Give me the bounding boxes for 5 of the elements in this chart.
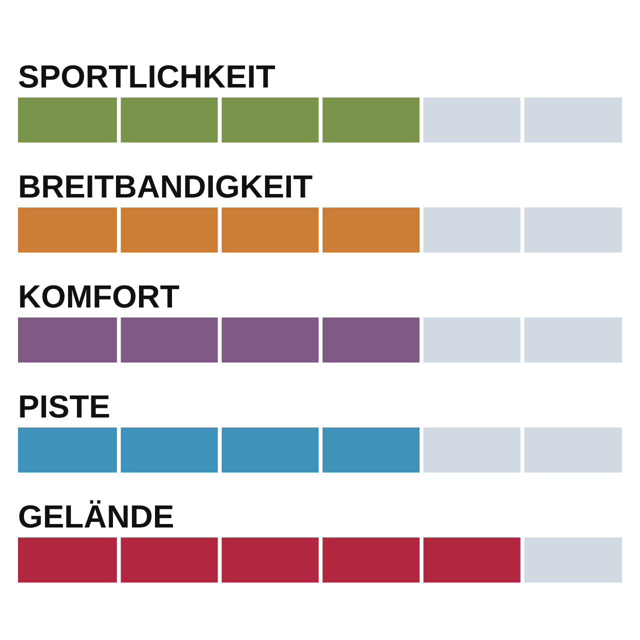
- y-tick-label: PISTE: [20, 395, 110, 418]
- y-tick-label: GELÄNDE: [19, 500, 173, 528]
- y-tick-label: SPORTLICHKEIT: [18, 65, 275, 88]
- y-tick-label: KOMFORT: [20, 285, 180, 308]
- y-tick-label: BREITBANDIGKEIT: [20, 175, 312, 198]
